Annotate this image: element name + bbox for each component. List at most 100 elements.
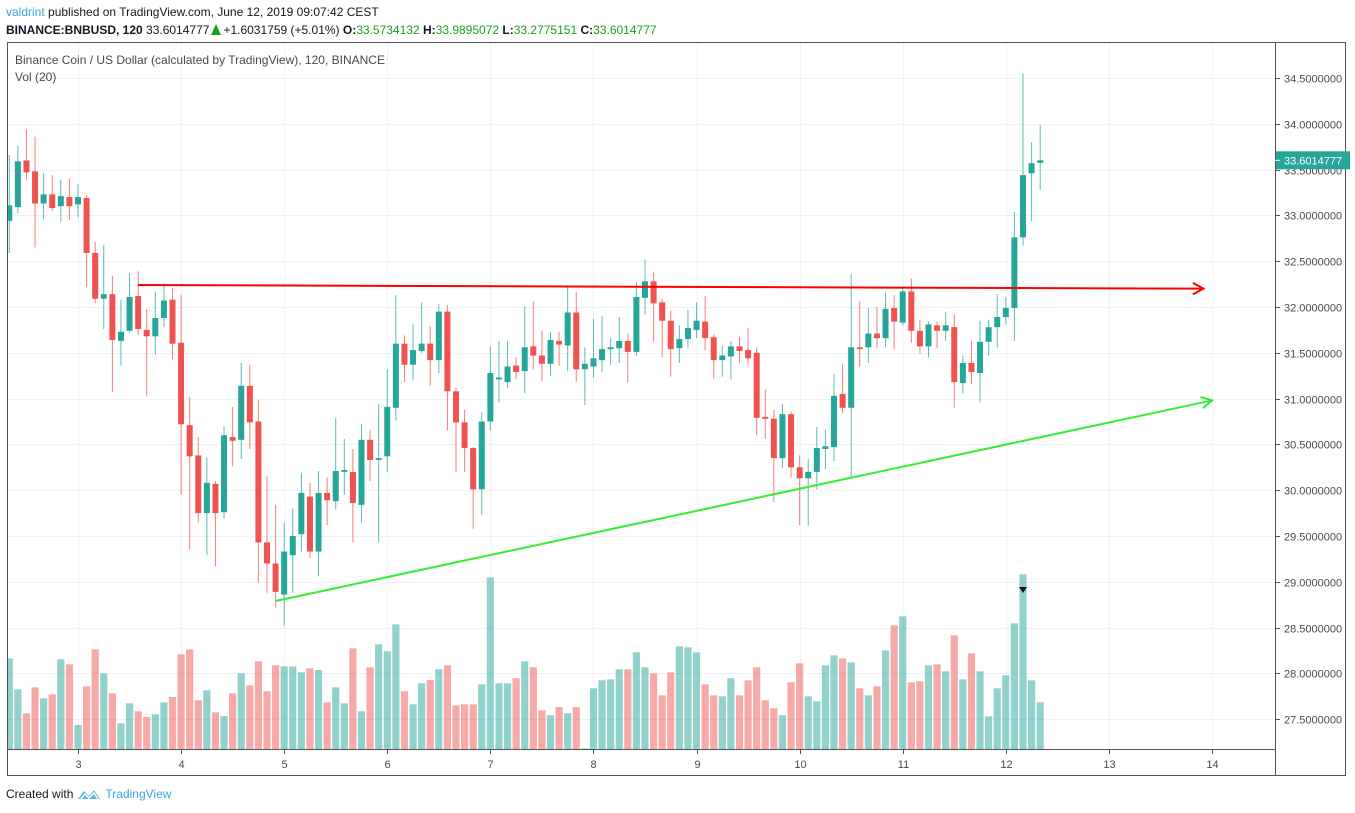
volume-bar bbox=[942, 671, 950, 749]
candle-body bbox=[152, 317, 159, 337]
support-trend-line[interactable] bbox=[275, 396, 1215, 603]
candle-down bbox=[908, 278, 915, 343]
candle-body bbox=[75, 197, 81, 205]
volume-bars bbox=[8, 574, 1044, 749]
volume-bar bbox=[607, 679, 615, 749]
volume-bar bbox=[632, 652, 641, 749]
candle-down bbox=[796, 455, 803, 526]
price-tick-label: 30.5000000 bbox=[1284, 440, 1342, 452]
candle-body bbox=[135, 296, 142, 329]
candle-body bbox=[306, 496, 313, 552]
candle-up bbox=[813, 426, 820, 490]
candle-body bbox=[684, 328, 691, 340]
candle-up bbox=[1011, 211, 1018, 341]
author-link[interactable]: valdrint bbox=[6, 5, 45, 19]
volume-bar bbox=[151, 714, 159, 749]
candle-body bbox=[1028, 163, 1035, 174]
candle-down bbox=[470, 447, 477, 529]
candle-down bbox=[556, 331, 563, 366]
volume-bar bbox=[100, 673, 108, 749]
volume-bar bbox=[271, 665, 280, 749]
candle-up bbox=[977, 320, 984, 403]
candle-body bbox=[66, 197, 73, 207]
price-tick-label: 30.0000000 bbox=[1284, 486, 1342, 498]
candle-up bbox=[633, 282, 640, 356]
candle-up bbox=[152, 291, 159, 355]
volume-bar bbox=[1036, 702, 1044, 749]
candle-body bbox=[203, 482, 210, 514]
volume-bar bbox=[985, 716, 993, 749]
candle-body bbox=[126, 296, 133, 331]
candle-body bbox=[143, 329, 150, 337]
trend-lines[interactable] bbox=[138, 282, 1215, 603]
volume-bar bbox=[57, 659, 65, 749]
candle-up bbox=[676, 325, 683, 363]
volume-legend: Vol (20) bbox=[15, 70, 57, 84]
candle-body bbox=[788, 414, 795, 468]
candle-down bbox=[667, 310, 674, 377]
candle-down bbox=[349, 448, 356, 543]
volume-bar bbox=[1010, 623, 1019, 749]
time-tick-label: 8 bbox=[590, 759, 596, 771]
candle-body bbox=[650, 281, 657, 304]
candle-down bbox=[49, 175, 56, 211]
candle-body bbox=[805, 471, 812, 479]
candle-down bbox=[710, 334, 717, 379]
candle-down bbox=[513, 357, 520, 380]
candle-up bbox=[564, 286, 571, 372]
volume-bar bbox=[856, 688, 864, 749]
candle-body bbox=[607, 347, 614, 350]
resistance-trend-line-segment bbox=[138, 284, 1204, 290]
series-legend: Binance Coin / US Dollar (calculated by … bbox=[15, 53, 385, 67]
candle-body bbox=[238, 385, 245, 440]
candle-up bbox=[75, 184, 81, 218]
candle-up bbox=[848, 274, 855, 479]
candle-body bbox=[702, 321, 709, 339]
time-axis[interactable]: 3 4 5 6 7 8 9 10 11 12 13 14 bbox=[75, 749, 1219, 771]
candle-down bbox=[229, 406, 236, 467]
candle-up bbox=[8, 154, 13, 253]
candle-body bbox=[289, 536, 296, 556]
candle-body bbox=[487, 372, 494, 422]
candle-up bbox=[298, 472, 305, 552]
candle-up bbox=[899, 286, 906, 326]
candle-body bbox=[968, 362, 975, 373]
candle-body bbox=[315, 492, 322, 552]
candle-down bbox=[186, 396, 193, 550]
candle-body bbox=[693, 320, 700, 330]
candle-body bbox=[994, 317, 1001, 328]
candle-down bbox=[246, 364, 253, 449]
volume-bar bbox=[976, 671, 984, 749]
resistance-trend-line[interactable] bbox=[138, 282, 1206, 296]
candle-body bbox=[624, 340, 631, 352]
candle-down bbox=[367, 429, 374, 482]
volume-bar bbox=[160, 702, 168, 749]
price-tick-label: 28.0000000 bbox=[1284, 669, 1342, 681]
volume-bar bbox=[684, 647, 692, 749]
candle-body bbox=[641, 281, 648, 298]
time-tick-label: 4 bbox=[178, 759, 184, 771]
volume-bar bbox=[495, 683, 503, 749]
volume-bar bbox=[529, 667, 537, 749]
published-text: published on TradingView.com, June 12, 2… bbox=[48, 5, 379, 19]
volume-bar bbox=[873, 686, 881, 749]
candle-up bbox=[117, 299, 124, 366]
tradingview-link[interactable]: TradingView bbox=[105, 787, 172, 801]
candles bbox=[8, 73, 1044, 626]
candle-body bbox=[435, 311, 442, 361]
candle-body bbox=[573, 312, 580, 370]
candle-down bbox=[135, 271, 142, 336]
candle-body bbox=[341, 470, 348, 472]
price-axis[interactable]: 34.500000034.000000033.500000033.0000000… bbox=[1275, 74, 1342, 727]
candle-body bbox=[942, 325, 949, 331]
candle-up bbox=[1019, 73, 1026, 246]
candle-up bbox=[358, 424, 365, 524]
candle-body bbox=[891, 307, 898, 322]
candle-body bbox=[221, 435, 228, 513]
volume-bar bbox=[203, 690, 211, 749]
candle-body bbox=[8, 205, 13, 221]
volume-bar bbox=[804, 696, 812, 749]
volume-bar bbox=[323, 702, 331, 749]
candle-up bbox=[203, 457, 210, 556]
